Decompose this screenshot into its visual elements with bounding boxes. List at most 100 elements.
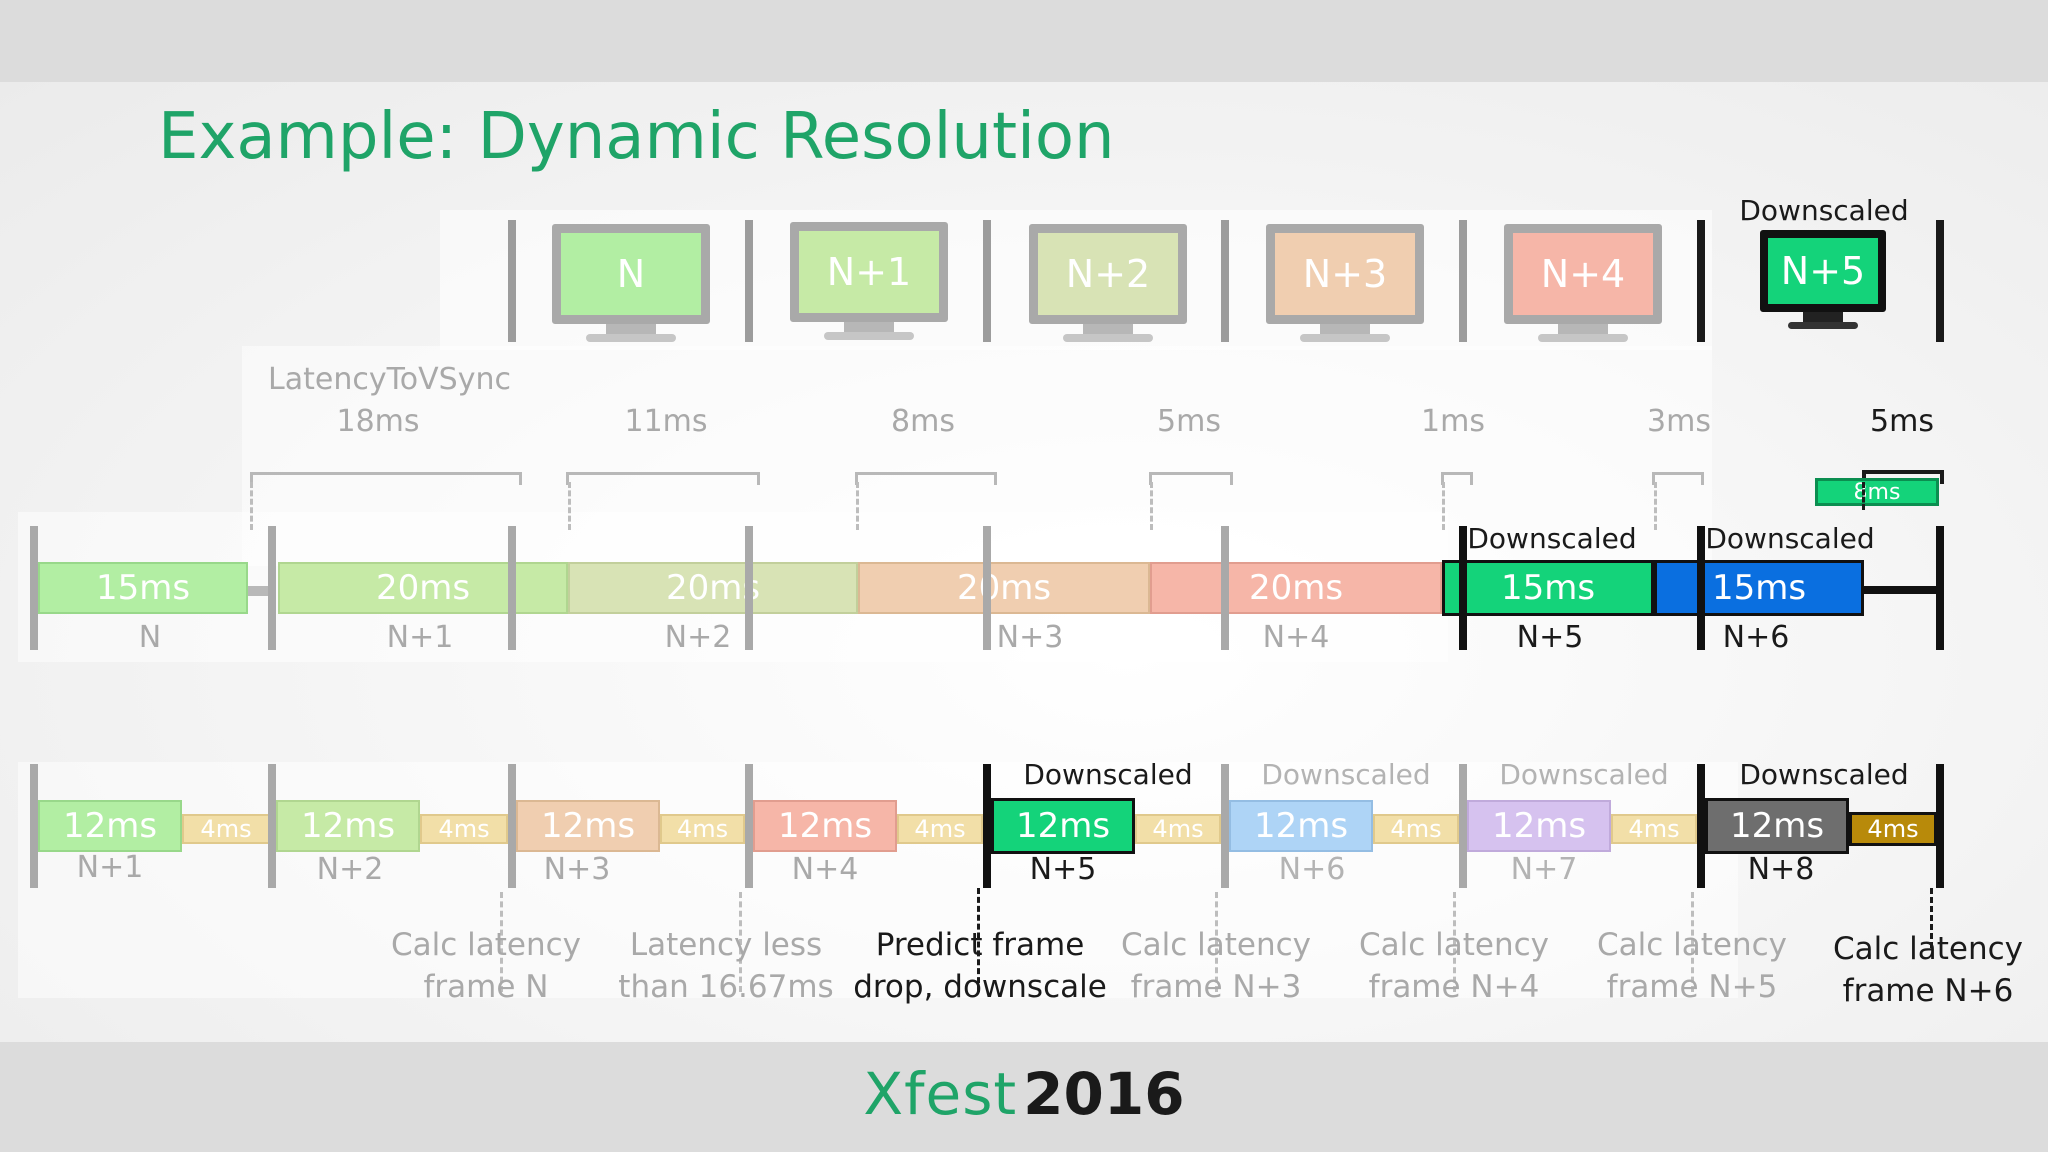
frame-tick <box>1697 526 1705 650</box>
gpu-gap-line <box>1862 586 1940 594</box>
frame-tick <box>983 526 991 650</box>
cpu-note: Downscaled <box>1023 758 1193 791</box>
frame-tick <box>745 526 753 650</box>
cpu-main-segment: 12ms <box>516 800 660 852</box>
frame-tick <box>508 764 516 888</box>
gpu-frame-label: N+1 <box>386 620 454 655</box>
frame-tick <box>30 526 38 650</box>
cpu-main-segment: 12ms <box>991 798 1135 854</box>
annotation: Latency less than 16.67ms <box>616 924 836 1008</box>
latency-caption: LatencyToVSync <box>268 362 511 397</box>
annotation-line: frame N+5 <box>1606 969 1778 1005</box>
annotation-line: Latency less <box>629 927 823 963</box>
annotation-line: frame N+6 <box>1842 973 2014 1009</box>
gpu-segment: 15ms <box>1654 560 1864 616</box>
connector-dash <box>500 892 503 992</box>
annotation-line: Calc latency <box>1832 931 2024 967</box>
cpu-frame-label: N+7 <box>1510 852 1578 887</box>
vsync-tick <box>1936 220 1944 342</box>
vsync-tick <box>508 220 516 342</box>
cpu-small-segment: 4ms <box>897 814 983 844</box>
frame-tick <box>1459 526 1467 650</box>
annotation-line: Calc latency <box>390 927 582 963</box>
latency-value: 11ms <box>624 404 708 439</box>
connector-dash <box>1453 892 1456 992</box>
connector-dash <box>1654 482 1657 530</box>
monitor-stand-icon <box>606 324 656 334</box>
cpu-main-segment: 12ms <box>276 800 420 852</box>
monitor-stand-icon <box>1320 324 1370 334</box>
frame-tick <box>508 526 516 650</box>
vsync-tick <box>1697 220 1705 342</box>
cpu-note: Downscaled <box>1499 758 1669 791</box>
latency-value: 5ms <box>1870 404 1934 439</box>
frame-tick <box>983 764 991 888</box>
annotation: Calc latency frame N+3 <box>1106 924 1326 1008</box>
cpu-frame-label: N+4 <box>791 852 859 887</box>
latency-bracket <box>1149 472 1233 485</box>
latency-bracket <box>1441 472 1473 485</box>
annotation-line: than 16.67ms <box>618 969 834 1005</box>
gpu-gap-line <box>246 586 276 596</box>
vsync-tick <box>1221 220 1229 342</box>
monitor-label: N+2 <box>1065 252 1151 296</box>
frame-tick <box>1221 764 1229 888</box>
slide: Example: Dynamic Resolution N N+1 N+2 N+… <box>0 82 2048 1042</box>
cpu-small-segment: 4ms <box>1611 814 1697 844</box>
monitor-n5: N+5 <box>1760 230 1886 312</box>
connector-dash <box>1150 482 1153 530</box>
latency-bracket <box>1652 472 1704 485</box>
annotation: Calc latency frame N+5 <box>1582 924 1802 1008</box>
frame-tick <box>1936 764 1944 888</box>
gpu-frame-label: N+6 <box>1722 620 1790 655</box>
latency-value: 8ms <box>891 404 955 439</box>
cpu-main-segment: 12ms <box>1229 800 1373 852</box>
monitor-n3: N+3 <box>1266 224 1424 324</box>
connector-dash <box>1442 482 1445 530</box>
gpu-frame-label: N+2 <box>664 620 732 655</box>
vsync-tick <box>745 220 753 342</box>
monitor-base-icon <box>1063 334 1153 342</box>
gpu-frame-label: N+5 <box>1516 620 1584 655</box>
connector-dash <box>1215 892 1218 992</box>
latency-green-box: 8ms <box>1815 478 1939 506</box>
connector-dash <box>1691 892 1694 992</box>
cpu-small-segment: 4ms <box>1135 814 1221 844</box>
monitor-base-icon <box>586 334 676 342</box>
frame-tick <box>1697 764 1705 888</box>
monitor-n2: N+2 <box>1029 224 1187 324</box>
cpu-small-segment: 4ms <box>182 814 270 844</box>
monitor-base-icon <box>1300 334 1390 342</box>
cpu-frame-label: N+5 <box>1029 852 1097 887</box>
monitor-label: N <box>616 252 646 296</box>
latency-bracket <box>855 472 997 485</box>
monitor-stand-icon <box>1558 324 1608 334</box>
monitor-stand-icon <box>1803 312 1843 322</box>
cpu-small-segment: 4ms <box>1373 814 1459 844</box>
cpu-main-segment: 12ms <box>1467 800 1611 852</box>
frame-tick <box>1459 764 1467 888</box>
connector-dash <box>856 482 859 530</box>
cpu-main-segment: 12ms <box>753 800 897 852</box>
monitor-label: N+3 <box>1302 252 1388 296</box>
footer-year: 2016 <box>1023 1060 1185 1128</box>
footer-bar: Xfest 2016 <box>0 1042 2048 1152</box>
annotation: Calc latency frame N+4 <box>1344 924 1564 1008</box>
cpu-note: Downscaled <box>1739 758 1909 791</box>
frame-tick <box>1936 526 1944 650</box>
footer-brand: Xfest <box>863 1060 1018 1128</box>
monitor-label: N+4 <box>1540 252 1626 296</box>
monitor-n5-caption: Downscaled <box>1739 194 1909 227</box>
cpu-small-segment: 4ms <box>1849 812 1937 846</box>
annotation-line: drop, downscale <box>853 969 1107 1005</box>
gpu-segment: 15ms <box>1442 560 1654 616</box>
frame-tick <box>1221 526 1229 650</box>
connector-dash <box>1930 888 1933 948</box>
gpu-frame-label: N <box>138 620 162 655</box>
latency-bracket <box>250 472 522 485</box>
annotation: Predict frame drop, downscale <box>850 924 1110 1008</box>
frame-tick <box>30 764 38 888</box>
monitor-base-icon <box>824 332 914 340</box>
monitor-label: N+5 <box>1780 249 1866 293</box>
gpu-note: Downscaled <box>1467 522 1637 555</box>
